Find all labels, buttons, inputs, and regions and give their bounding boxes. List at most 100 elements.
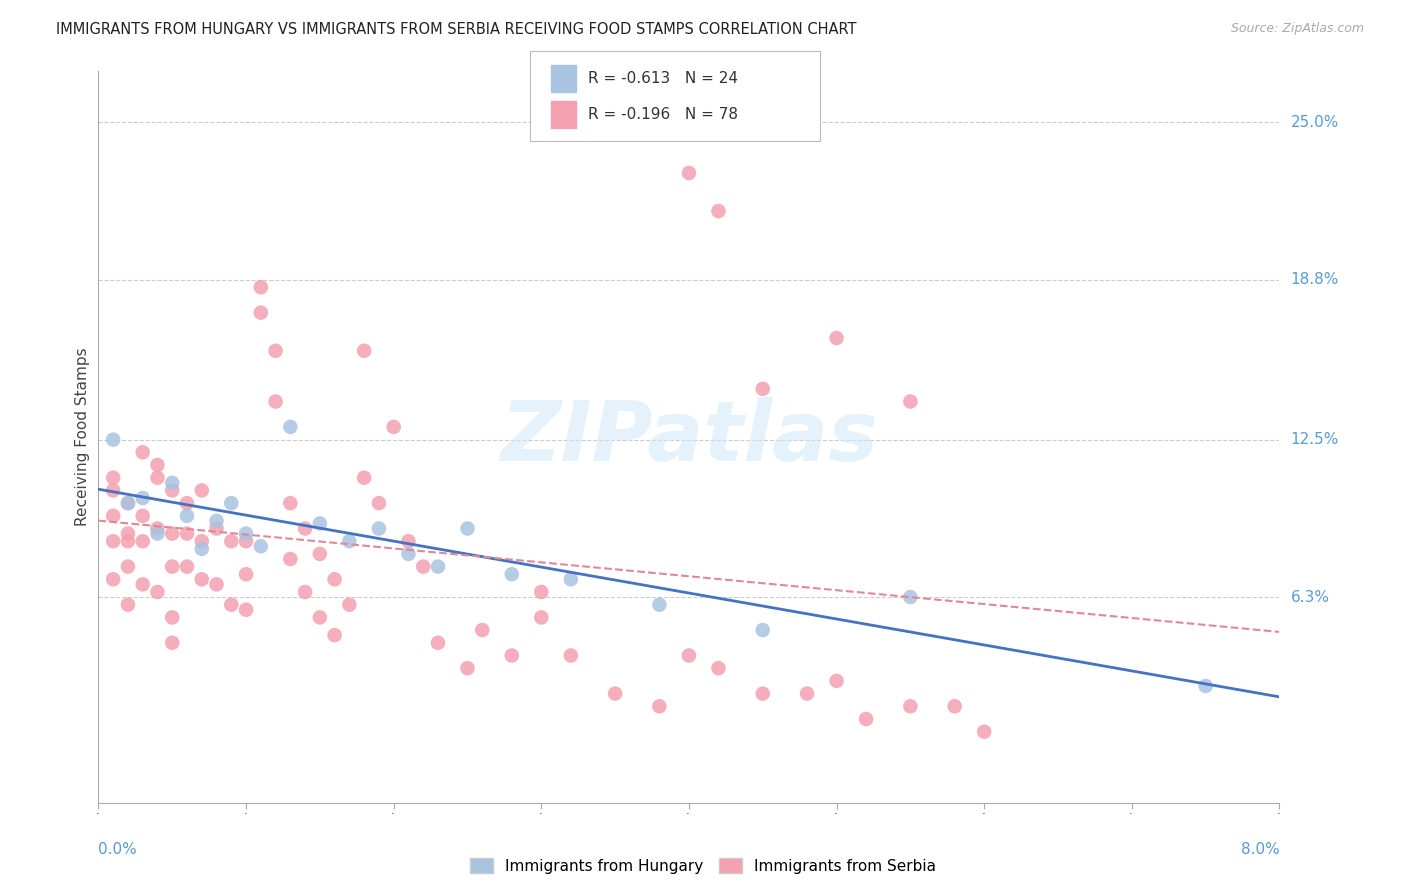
- Point: [337, 598, 360, 612]
- Text: 25.0%: 25.0%: [1291, 115, 1339, 129]
- Point: [250, 539, 273, 553]
- Point: [825, 673, 848, 688]
- Point: [707, 204, 730, 219]
- Point: [162, 636, 183, 650]
- Point: [132, 508, 155, 523]
- Point: [162, 526, 183, 541]
- Point: [162, 483, 183, 498]
- Point: [235, 526, 257, 541]
- Point: [264, 343, 287, 358]
- Point: [751, 687, 773, 701]
- Text: 0.0%: 0.0%: [98, 842, 138, 856]
- Point: [426, 559, 449, 574]
- Point: [530, 585, 553, 599]
- Point: [278, 496, 301, 510]
- Point: [382, 420, 405, 434]
- Point: [117, 598, 139, 612]
- Point: [162, 610, 183, 624]
- Point: [117, 534, 139, 549]
- Point: [191, 534, 214, 549]
- Legend: Immigrants from Hungary, Immigrants from Serbia: Immigrants from Hungary, Immigrants from…: [464, 852, 942, 880]
- Point: [456, 661, 478, 675]
- Point: [176, 508, 198, 523]
- Point: [605, 687, 627, 701]
- Point: [205, 514, 228, 528]
- Point: [323, 628, 346, 642]
- Point: [367, 521, 389, 535]
- Text: 12.5%: 12.5%: [1291, 432, 1339, 447]
- Point: [751, 382, 773, 396]
- Point: [191, 541, 214, 556]
- Point: [337, 534, 360, 549]
- Point: [191, 572, 214, 586]
- Point: [103, 433, 124, 447]
- Point: [308, 610, 332, 624]
- Point: [146, 458, 169, 472]
- Point: [501, 648, 523, 663]
- Point: [973, 724, 995, 739]
- Text: 18.8%: 18.8%: [1291, 272, 1339, 287]
- Point: [707, 661, 730, 675]
- Point: [264, 394, 287, 409]
- Text: Source: ZipAtlas.com: Source: ZipAtlas.com: [1230, 22, 1364, 36]
- Point: [132, 491, 155, 505]
- Point: [323, 572, 346, 586]
- Point: [943, 699, 966, 714]
- Point: [162, 559, 183, 574]
- Point: [648, 699, 671, 714]
- Point: [219, 598, 242, 612]
- Point: [1194, 679, 1216, 693]
- Point: [560, 648, 582, 663]
- Point: [146, 585, 169, 599]
- Point: [825, 331, 848, 345]
- Point: [219, 534, 242, 549]
- Text: R = -0.196   N = 78: R = -0.196 N = 78: [588, 107, 738, 122]
- Point: [426, 636, 449, 650]
- Point: [219, 496, 242, 510]
- Text: 6.3%: 6.3%: [1291, 590, 1330, 605]
- Text: ZIPatlas: ZIPatlas: [501, 397, 877, 477]
- Text: IMMIGRANTS FROM HUNGARY VS IMMIGRANTS FROM SERBIA RECEIVING FOOD STAMPS CORRELAT: IMMIGRANTS FROM HUNGARY VS IMMIGRANTS FR…: [56, 22, 856, 37]
- Point: [250, 305, 273, 319]
- Point: [898, 699, 921, 714]
- Point: [146, 521, 169, 535]
- Point: [294, 585, 316, 599]
- Point: [191, 483, 214, 498]
- Point: [471, 623, 494, 637]
- Point: [176, 559, 198, 574]
- Point: [205, 521, 228, 535]
- Point: [898, 394, 921, 409]
- Point: [294, 521, 316, 535]
- Point: [855, 712, 877, 726]
- Point: [560, 572, 582, 586]
- Point: [648, 598, 671, 612]
- Point: [278, 552, 301, 566]
- Point: [751, 623, 773, 637]
- Point: [678, 648, 700, 663]
- Point: [308, 516, 332, 531]
- Point: [103, 471, 124, 485]
- Point: [205, 577, 228, 591]
- Point: [396, 534, 419, 549]
- Point: [146, 526, 169, 541]
- Point: [103, 508, 124, 523]
- Point: [103, 572, 124, 586]
- Point: [132, 445, 155, 459]
- Point: [117, 496, 139, 510]
- Text: 8.0%: 8.0%: [1240, 842, 1279, 856]
- Point: [117, 526, 139, 541]
- Point: [235, 603, 257, 617]
- Point: [103, 483, 124, 498]
- Point: [396, 547, 419, 561]
- Point: [412, 559, 434, 574]
- Point: [308, 547, 332, 561]
- Point: [132, 577, 155, 591]
- Point: [162, 475, 183, 490]
- Point: [132, 534, 155, 549]
- Point: [530, 610, 553, 624]
- Point: [235, 567, 257, 582]
- Point: [456, 521, 478, 535]
- Point: [176, 526, 198, 541]
- Text: R = -0.613   N = 24: R = -0.613 N = 24: [588, 70, 738, 86]
- Point: [501, 567, 523, 582]
